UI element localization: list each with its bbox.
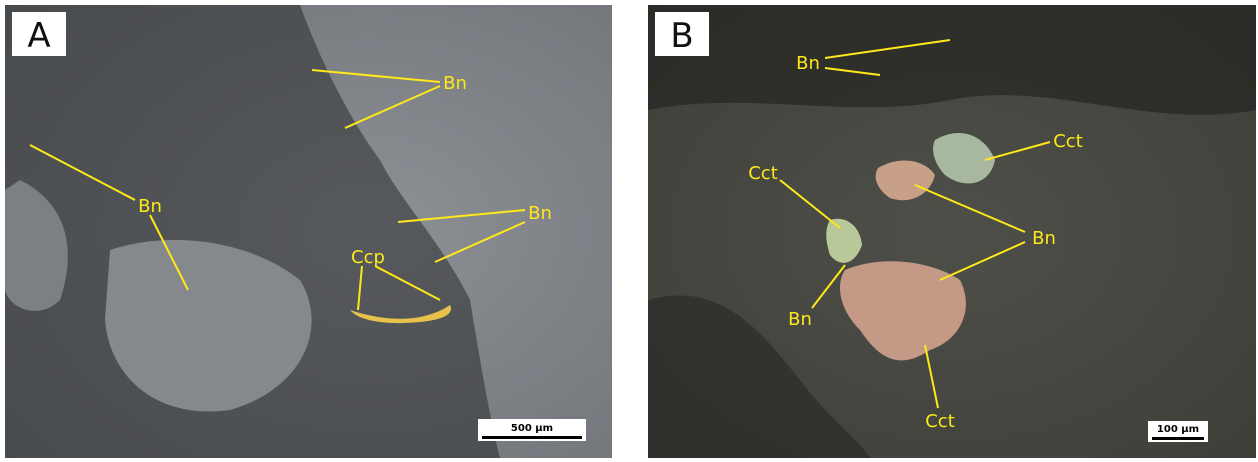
mineral-label: Bn xyxy=(796,53,820,74)
mineral-label: Bn xyxy=(138,196,162,217)
mineral-label: Cct xyxy=(925,411,955,432)
mineral-label: Bn xyxy=(528,203,552,224)
mineral-label: Bn xyxy=(1032,228,1056,249)
mineral-label: Bn xyxy=(788,309,812,330)
panel-a: A Bn Bn Bn Ccp 500 µm xyxy=(5,5,612,458)
scale-bar-label: 500 µm xyxy=(511,423,553,434)
scale-bar xyxy=(482,436,582,439)
mineral-label: Bn xyxy=(443,73,467,94)
scale-bar xyxy=(1152,437,1204,440)
mineral-label: Cct xyxy=(748,163,778,184)
panel-label: A xyxy=(27,16,50,56)
panel-b: B Bn Cct Cct Bn Bn Cct 100 µm xyxy=(648,5,1256,458)
mineral-label: Cct xyxy=(1053,131,1083,152)
panel-label: B xyxy=(670,16,693,56)
mineral-label: Ccp xyxy=(351,247,385,268)
dark-region xyxy=(648,5,1256,115)
scale-bar-label: 100 µm xyxy=(1157,424,1199,435)
figure: A Bn Bn Bn Ccp 500 µm B Bn Cct Cct Bn Bn… xyxy=(0,0,1258,462)
